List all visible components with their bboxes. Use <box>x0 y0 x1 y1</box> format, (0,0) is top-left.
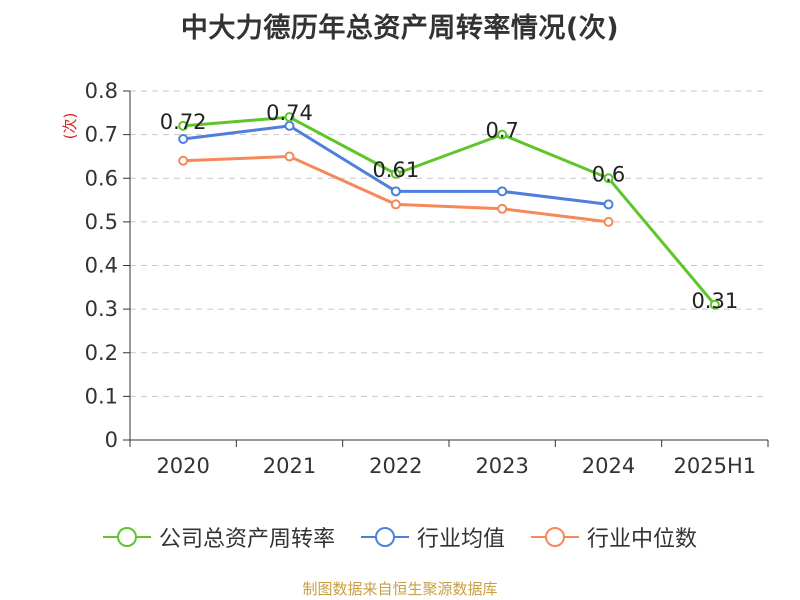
series-point <box>497 129 508 140</box>
series-point <box>497 186 508 197</box>
y-tick-label: 0.6 <box>85 166 118 190</box>
series-point <box>178 155 189 166</box>
y-tick-label: 0 <box>105 428 118 452</box>
x-tick-label: 2020 <box>156 454 209 478</box>
legend-marker-industry-mean <box>360 527 409 547</box>
series-point <box>603 216 614 227</box>
legend-marker-company <box>102 527 151 547</box>
series-point <box>284 112 295 123</box>
x-tick-label: 2021 <box>263 454 316 478</box>
series-lines <box>178 112 720 310</box>
x-tick-label: 2023 <box>475 454 528 478</box>
series-point <box>284 151 295 162</box>
chart-title: 中大力德历年总资产周转率情况(次) <box>180 13 620 44</box>
y-tick-label: 0.3 <box>85 297 118 321</box>
series-line <box>181 115 717 307</box>
data-label: 0.72 <box>160 110 207 134</box>
data-labels: 0.72 0.74 0.61 0.7 0.6 0.31 <box>160 101 738 313</box>
legend: 公司总资产周转率 行业均值 行业中位数 <box>0 519 800 555</box>
series-point <box>603 199 614 210</box>
legend-item-industry-mean[interactable]: 行业均值 <box>360 521 505 553</box>
data-label: 0.74 <box>266 101 313 125</box>
series-point <box>390 168 401 179</box>
y-tick-label: 0.8 <box>85 79 118 103</box>
legend-label-company: 公司总资产周转率 <box>158 527 335 552</box>
y-tick-label: 0.1 <box>85 384 118 408</box>
legend-item-industry-median[interactable]: 行业中位数 <box>531 521 697 553</box>
series-point <box>709 299 720 310</box>
y-tick-label: 0.4 <box>85 254 118 278</box>
data-label: 0.7 <box>485 119 518 143</box>
series-point <box>603 173 614 184</box>
legend-label-industry-median: 行业中位数 <box>587 527 698 552</box>
x-tick-label: 2022 <box>369 454 422 478</box>
series-point <box>178 120 189 131</box>
x-tick-label: 2025H1 <box>674 454 757 478</box>
x-tick-label: 2024 <box>582 454 635 478</box>
series-point <box>178 133 189 144</box>
y-axis-label: (次) <box>61 113 79 140</box>
axes: 0 0.1 0.2 0.3 0.4 0.5 0.6 0.7 0.8 2020 2021 2022 202… <box>61 79 769 478</box>
y-tick-label: 0.5 <box>85 210 118 234</box>
series-point <box>390 199 401 210</box>
legend-label-industry-mean: 行业均值 <box>416 527 505 552</box>
series-point <box>497 203 508 214</box>
legend-marker-industry-median <box>531 527 579 547</box>
data-label: 0.61 <box>372 158 419 182</box>
legend-item-company[interactable]: 公司总资产周转率 <box>102 521 335 553</box>
data-label: 0.6 <box>592 162 625 186</box>
series-point <box>390 186 401 197</box>
y-tick-label: 0.7 <box>85 123 118 147</box>
source-note: 制图数据来自恒生聚源数据库 <box>302 580 498 598</box>
y-tick-label: 0.2 <box>85 341 118 365</box>
data-label: 0.31 <box>691 289 738 313</box>
grid-lines <box>130 90 768 397</box>
